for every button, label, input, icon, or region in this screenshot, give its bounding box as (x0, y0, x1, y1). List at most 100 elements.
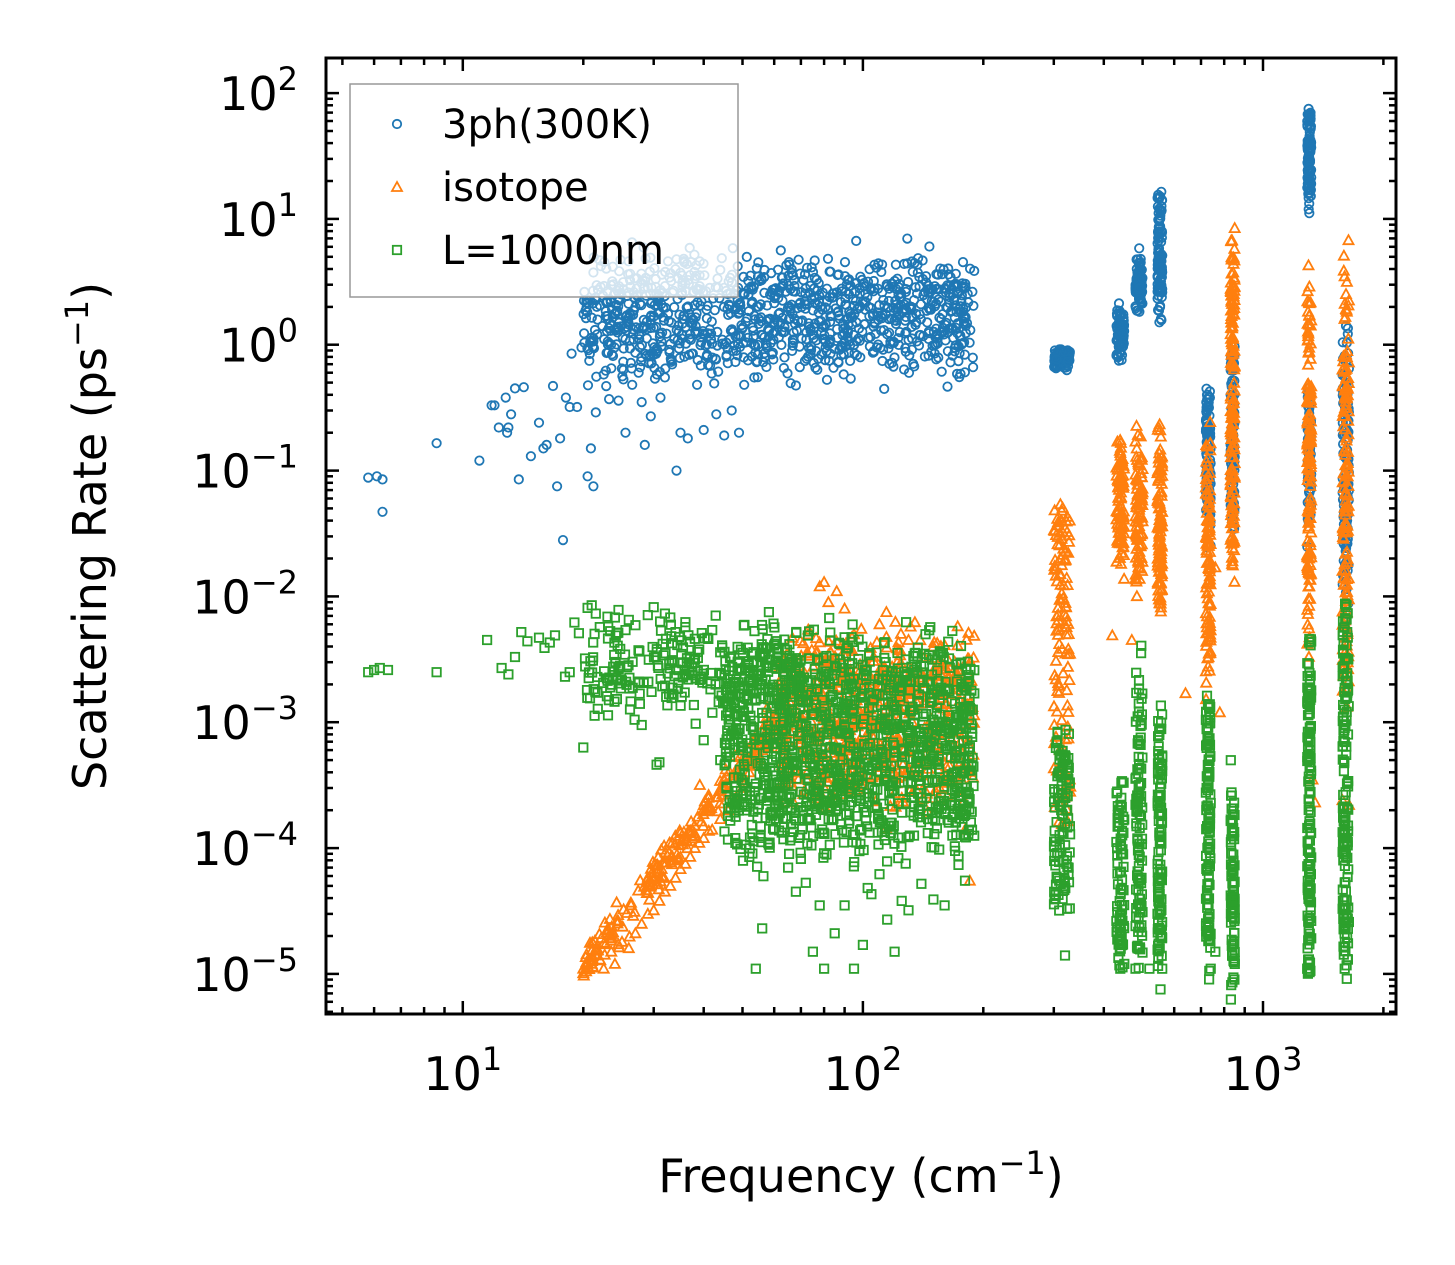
data-point-3ph (853, 323, 865, 334)
data-point-3ph (753, 257, 764, 268)
data-point-3ph (913, 340, 925, 351)
data-point-3ph (797, 315, 808, 326)
data-point-3ph (943, 263, 954, 274)
data-point-3ph (895, 299, 906, 310)
data-point-3ph (658, 315, 670, 326)
data-point-3ph (910, 308, 922, 319)
data-point-3ph (840, 286, 851, 297)
data-point-3ph (735, 304, 746, 315)
data-point-3ph (908, 358, 919, 369)
data-point-3ph (607, 312, 618, 323)
data-point-3ph (863, 332, 874, 344)
data-point-3ph (960, 281, 971, 292)
data-point-3ph (752, 372, 763, 383)
data-point-3ph (835, 296, 847, 308)
data-point-3ph (795, 268, 806, 279)
data-point-3ph (832, 332, 843, 343)
data-point-3ph (943, 323, 955, 334)
data-point-3ph (757, 329, 768, 340)
data-point-3ph (812, 364, 823, 375)
data-point-3ph (781, 260, 792, 271)
data-point-3ph (721, 351, 732, 362)
data-point-3ph (674, 309, 685, 320)
data-point-3ph (854, 335, 865, 346)
data-point-3ph (787, 286, 799, 297)
data-point-3ph (912, 259, 923, 270)
data-point-3ph (894, 326, 905, 338)
data-point-3ph (842, 325, 853, 336)
data-point-3ph (717, 338, 728, 349)
data-point-3ph (656, 327, 668, 338)
data-point-3ph (768, 354, 779, 365)
data-point-3ph (832, 307, 843, 318)
data-point-3ph (706, 338, 718, 349)
data-point-3ph (793, 254, 804, 265)
data-point-3ph (794, 298, 805, 310)
data-point-3ph (938, 329, 950, 340)
data-point-3ph (654, 366, 665, 377)
data-point-3ph (929, 348, 940, 359)
data-point-3ph (880, 309, 892, 320)
data-point-3ph (882, 281, 893, 292)
data-point-3ph (969, 265, 980, 276)
data-point-3ph (750, 314, 761, 325)
data-point-3ph (636, 339, 648, 351)
data-point-3ph (759, 348, 770, 359)
data-point-3ph (592, 329, 603, 340)
data-point-3ph (824, 338, 835, 349)
data-point-3ph (865, 282, 876, 294)
data-point-3ph (946, 305, 958, 317)
data-point-3ph (730, 331, 741, 342)
data-point-3ph (743, 289, 754, 300)
data-point-3ph (645, 311, 656, 323)
data-point-3ph (949, 346, 960, 357)
data-point-3ph (956, 339, 967, 350)
data-point-3ph (920, 271, 932, 282)
data-point-3ph (847, 293, 859, 304)
data-point-3ph (899, 258, 910, 269)
data-point-3ph (838, 349, 849, 360)
data-point-3ph (603, 322, 614, 334)
data-point-3ph (923, 333, 934, 345)
data-point-3ph (784, 301, 795, 312)
data-point-3ph (699, 329, 710, 340)
data-point-3ph (713, 366, 724, 377)
data-point-3ph (815, 315, 827, 327)
data-point-3ph (849, 348, 860, 359)
data-point-3ph (722, 358, 733, 369)
data-point-3ph (832, 269, 843, 281)
data-point-3ph (801, 353, 812, 364)
data-point-3ph (915, 329, 926, 341)
data-point-3ph (738, 271, 749, 282)
data-point-3ph (633, 323, 644, 334)
data-point-3ph (810, 362, 821, 373)
data-point-3ph (864, 264, 875, 275)
data-point-3ph (839, 256, 851, 268)
data-point-3ph (634, 362, 646, 373)
data-point-3ph (828, 291, 839, 303)
data-point-3ph (649, 300, 660, 311)
data-point-3ph (601, 380, 612, 392)
data-point-3ph (922, 284, 934, 295)
data-point-3ph (877, 355, 888, 367)
data-point-3ph (933, 284, 944, 295)
data-point-3ph (808, 333, 819, 344)
data-point-3ph (661, 328, 672, 339)
data-point-3ph (923, 287, 934, 298)
data-point-3ph (775, 245, 786, 256)
data-point-3ph (605, 325, 616, 336)
data-point-3ph (792, 315, 804, 327)
data-point-3ph (578, 308, 589, 320)
data-point-3ph (943, 269, 954, 280)
data-point-3ph (673, 320, 684, 331)
data-point-3ph (710, 354, 722, 365)
data-point-3ph (749, 372, 760, 383)
data-point-3ph (627, 324, 639, 335)
data-point-3ph (683, 349, 695, 360)
data-point-3ph (669, 333, 680, 345)
data-point-3ph (722, 303, 733, 315)
data-point-3ph (967, 286, 978, 297)
data-point-3ph (906, 344, 918, 355)
data-point-3ph (923, 350, 934, 361)
data-point-3ph (680, 338, 692, 349)
